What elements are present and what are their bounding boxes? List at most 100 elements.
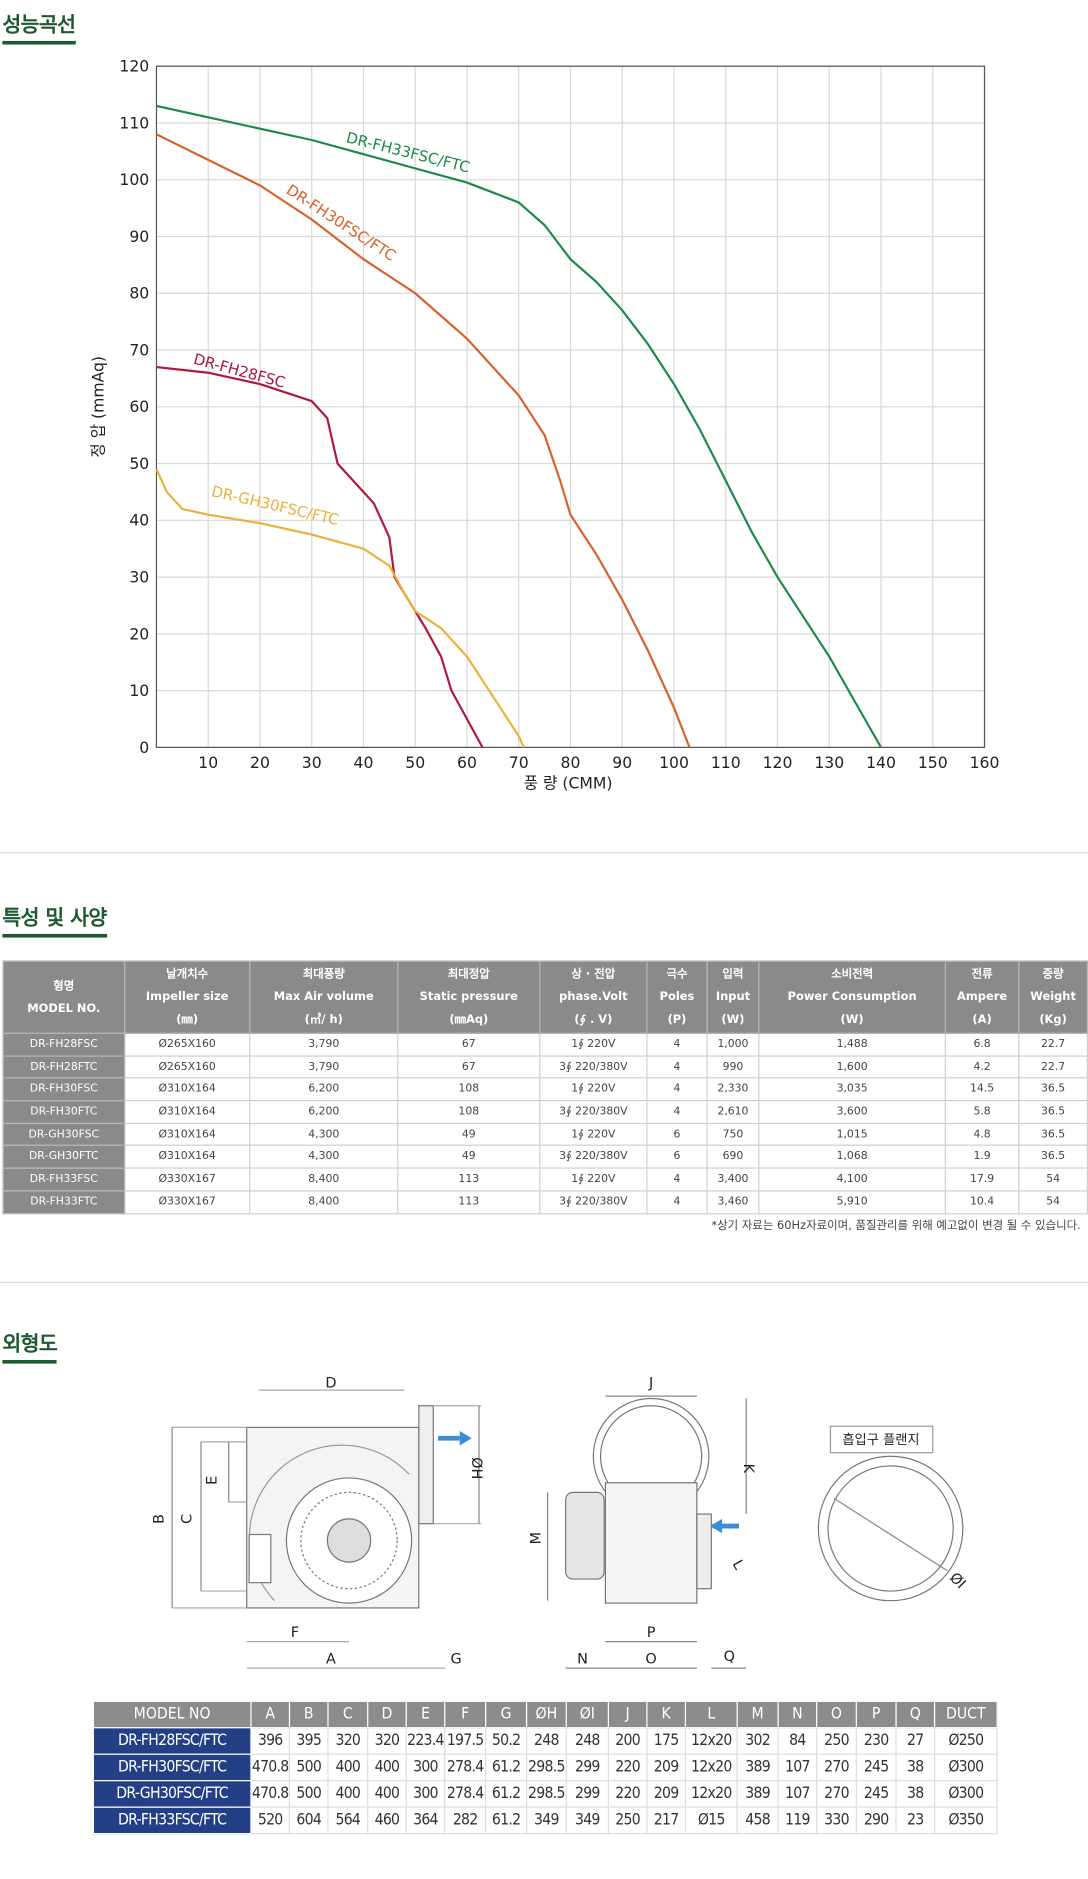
data-row: DR-FH33FTC Ø330X167 8,400 113 3∮ 220/380V 4 3,… [2,1190,1088,1214]
cell: DR-FH30FSC/FTC [92,1753,252,1782]
header-row: 형명 MODEL NO. 날개치수 Impeller size (㎜) 최대풍량 Max A… [2,960,1088,1034]
cell: 4 [646,1100,708,1124]
cell: Ø330X167 [123,1167,251,1192]
header-text: 극수 [666,967,688,981]
cell: 50.2 [485,1727,528,1755]
cell: 209 [646,1780,687,1808]
cell: 54 [1018,1190,1088,1214]
curve [155,468,525,748]
cell: 197.5 [444,1727,487,1755]
cell: Ø250 [933,1727,998,1755]
cell: 3,400 [706,1167,760,1192]
cell: 8,400 [249,1167,399,1192]
cell: 36.5 [1018,1122,1088,1147]
data-row: DR-GH30FSC/FTC 470.8 500 400 400 300 278.4 61.2… [92,1780,998,1808]
cell: Ø310X164 [123,1145,251,1169]
header-cell: Q [895,1700,936,1729]
data-row: DR-FH33FSC Ø330X167 8,400 113 1∮ 220V 4 3,400 4… [2,1167,1088,1192]
cell: 217 [646,1806,687,1835]
header-cell: J [607,1700,648,1729]
y-axis-label: 정 압 (mmAq) [89,356,108,458]
data-row: DR-GH30FSC Ø310X164 4,300 49 1∮ 220V 6 750 1,01… [2,1122,1088,1147]
header-cell: A [250,1700,291,1729]
header-text: (∮ . V) [574,1013,613,1027]
cell: 6,200 [249,1077,399,1102]
cell: 690 [706,1145,760,1169]
header-text: (㎜Aq) [449,1013,489,1027]
cell: 3,790 [249,1032,399,1057]
cell: 400 [367,1780,407,1808]
cell: 750 [706,1122,760,1147]
cell: 250 [816,1727,857,1755]
cell: 23 [895,1806,936,1835]
cell: 300 [405,1753,446,1782]
cell: 6 [646,1122,708,1147]
cell: 389 [736,1780,779,1808]
cell: 61.2 [485,1753,528,1782]
cell: 10.4 [944,1190,1020,1214]
cell: 2,330 [706,1077,760,1102]
header-text: 날개치수 [166,967,209,981]
cell: 245 [855,1753,897,1782]
y-tick-label: 20 [129,624,149,643]
y-tick-label: 50 [129,454,149,473]
y-tick-label: 110 [119,113,149,132]
cell: 400 [327,1780,369,1808]
cell: 500 [288,1753,329,1782]
cell: 400 [327,1753,369,1782]
y-tick-label: 30 [129,568,149,587]
cell: 27 [895,1727,936,1755]
x-tick-label: 10 [198,753,218,772]
cell: 460 [367,1806,407,1835]
header-cell: 중량 Weight (Kg) [1018,960,1088,1034]
flange [827,1465,954,1592]
dimension-label: ØH [468,1457,484,1479]
dimension-label: P [647,1625,656,1641]
cell: 1∮ 220V [539,1122,648,1147]
cell: 400 [367,1753,407,1782]
curve [155,133,691,748]
cell: Ø330X167 [123,1190,251,1214]
flange-title: 흡입구 플랜지 [842,1432,919,1448]
section-title: 특성 및 사양 [2,900,107,938]
x-tick-label: 120 [763,753,793,772]
outlet [418,1405,434,1525]
cell: 1∮ 220V [539,1167,648,1192]
header-text: 중량 [1042,967,1064,981]
cell: 119 [777,1806,818,1835]
header-cell: E [405,1700,446,1729]
cell: 1,600 [758,1055,946,1079]
y-tick-label: 90 [129,227,149,246]
header-cell: F [444,1700,487,1729]
cell: 4,300 [249,1122,399,1147]
header-cell: N [777,1700,818,1729]
dimension-label: B [152,1514,168,1524]
cell: 6.8 [944,1032,1020,1057]
data-row: DR-FH28FSC/FTC 396 395 320 320 223.4 197.5 50.2… [92,1727,998,1755]
cell: 1.9 [944,1145,1020,1169]
cell: 61.2 [485,1806,528,1835]
cell: DR-FH33FTC [2,1190,126,1214]
header-cell: 형명 MODEL NO. [2,960,126,1034]
header-text: 형명 [53,979,75,993]
y-tick-label: 10 [129,681,149,700]
cell: 320 [327,1727,369,1755]
header-text: MODEL NO. [27,1001,101,1016]
cell: DR-GH30FSC/FTC [92,1780,252,1808]
data-row: DR-FH30FSC Ø310X164 6,200 108 1∮ 220V 4 2,330 3… [2,1077,1088,1102]
flow-arrow [710,1518,723,1534]
cell: 3,600 [758,1100,946,1124]
cell: 38 [895,1780,936,1808]
cell: 5,910 [758,1190,946,1214]
cell: 248 [565,1727,609,1755]
x-tick-label: 90 [612,753,632,772]
header-cell: 소비전력 Power Consumption (W) [758,960,946,1034]
cell: 6,200 [249,1100,399,1124]
data-row: DR-GH30FTC Ø310X164 4,300 49 3∮ 220/380V 6 690… [2,1145,1088,1169]
header-text: 상 · 전압 [571,967,616,981]
x-tick-label: 110 [711,753,741,772]
x-tick-label: 40 [354,753,374,772]
outlet [696,1513,712,1590]
cell: 1∮ 220V [539,1077,648,1102]
